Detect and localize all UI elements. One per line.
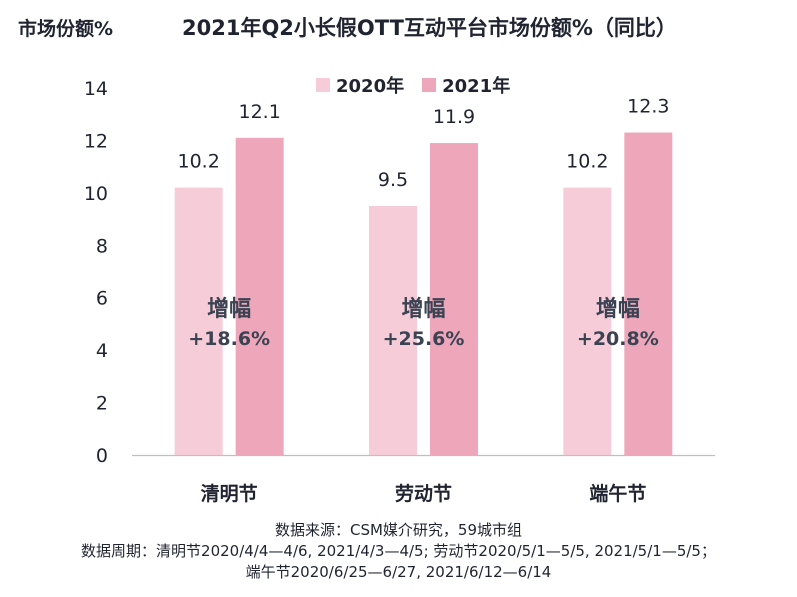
data-label-2021-2: 12.3: [627, 96, 669, 118]
legend: 2020年 2021年: [316, 72, 510, 98]
category-label-0: 清明节: [201, 482, 258, 505]
bar-2020-1: [369, 205, 417, 455]
note-source: 数据来源：CSM媒介研究，59城市组: [274, 521, 523, 539]
source-notes: 数据来源：CSM媒介研究，59城市组 数据周期：清明节2020/4/4—4/6,…: [0, 520, 797, 583]
y-tick-label-10: 10: [84, 183, 108, 205]
legend-swatch-2021: [422, 78, 437, 92]
growth-label-0: 增幅: [207, 296, 251, 322]
bar-2021-1: [430, 143, 478, 456]
y-tick-label-2: 2: [96, 393, 108, 415]
legend-label-2020: 2020年: [336, 76, 405, 97]
growth-label-2: 增幅: [596, 296, 640, 322]
bar-2021-2: [624, 132, 673, 456]
legend-item-2021: 2021年: [422, 72, 510, 98]
category-label-1: 劳动节: [395, 482, 452, 505]
growth-value-0: +18.6%: [188, 328, 270, 350]
y-tick-label-6: 6: [96, 288, 108, 310]
chart-title: 2021年Q2小长假OTT互动平台市场份额%（同比）: [182, 16, 677, 40]
y-tick-label-12: 12: [84, 130, 108, 152]
data-label-2020-2: 10.2: [566, 151, 608, 173]
y-axis-label: 市场份额%: [18, 18, 114, 40]
y-tick-label-14: 14: [84, 78, 108, 100]
bar-2020-2: [563, 187, 612, 455]
growth-label-1: 增幅: [401, 296, 445, 322]
growth-value-2: +20.8%: [577, 328, 659, 350]
note-period-1: 数据周期：清明节2020/4/4—4/6, 2021/4/3—4/5; 劳动节2…: [81, 542, 716, 560]
legend-item-2020: 2020年: [316, 72, 404, 98]
legend-swatch-2020: [316, 78, 330, 92]
bar-2020-0: [174, 187, 223, 455]
y-tick-label-0: 0: [96, 445, 108, 467]
data-label-2020-0: 10.2: [178, 151, 220, 173]
data-label-2020-1: 9.5: [378, 169, 408, 191]
data-label-2021-0: 12.1: [239, 101, 281, 123]
growth-value-1: +25.6%: [383, 328, 465, 350]
bar-2021-0: [235, 137, 284, 456]
legend-label-2021: 2021年: [442, 76, 511, 97]
y-tick-label-4: 4: [96, 340, 108, 362]
note-period-2: 端午节2020/6/25—6/27, 2021/6/12—6/14: [245, 563, 552, 581]
data-label-2021-1: 11.9: [433, 106, 475, 128]
category-label-2: 端午节: [589, 482, 646, 505]
y-tick-label-8: 8: [96, 235, 108, 257]
